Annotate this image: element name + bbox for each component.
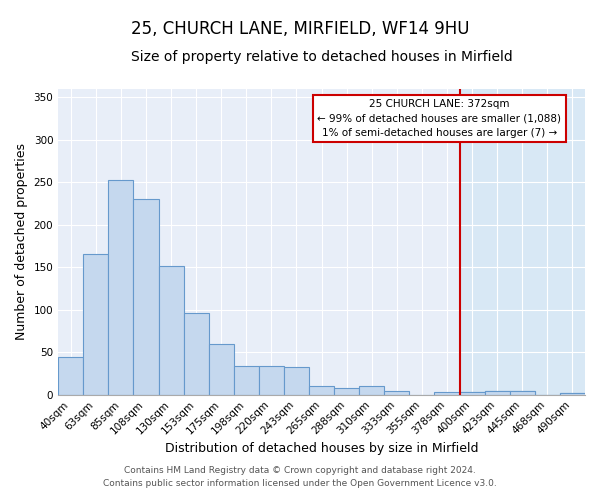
Bar [510, 392, 535, 394]
Bar [485, 392, 510, 394]
Bar [209, 344, 234, 394]
Bar [385, 392, 409, 394]
Bar [510, 392, 535, 394]
Text: 25 CHURCH LANE: 372sqm
← 99% of detached houses are smaller (1,088)
1% of semi-d: 25 CHURCH LANE: 372sqm ← 99% of detached… [317, 98, 562, 138]
Bar [83, 254, 109, 394]
Bar [133, 200, 158, 394]
Bar [485, 392, 510, 394]
Bar [560, 393, 585, 394]
Text: 25, CHURCH LANE, MIRFIELD, WF14 9HU: 25, CHURCH LANE, MIRFIELD, WF14 9HU [131, 20, 469, 38]
Bar [359, 386, 385, 394]
Title: Size of property relative to detached houses in Mirfield: Size of property relative to detached ho… [131, 50, 512, 64]
Bar [460, 392, 485, 394]
X-axis label: Distribution of detached houses by size in Mirfield: Distribution of detached houses by size … [165, 442, 478, 455]
Bar [184, 313, 209, 394]
Y-axis label: Number of detached properties: Number of detached properties [15, 144, 28, 340]
Bar [309, 386, 334, 394]
Bar [58, 358, 83, 395]
Bar [109, 180, 133, 394]
Bar [234, 366, 259, 394]
Bar [460, 392, 485, 394]
Bar [560, 393, 585, 394]
Bar [434, 392, 460, 394]
Bar [259, 366, 284, 394]
Bar [158, 266, 184, 394]
Bar [284, 366, 309, 394]
Text: Contains HM Land Registry data © Crown copyright and database right 2024.
Contai: Contains HM Land Registry data © Crown c… [103, 466, 497, 487]
Bar [334, 388, 359, 394]
Bar [460, 89, 585, 394]
